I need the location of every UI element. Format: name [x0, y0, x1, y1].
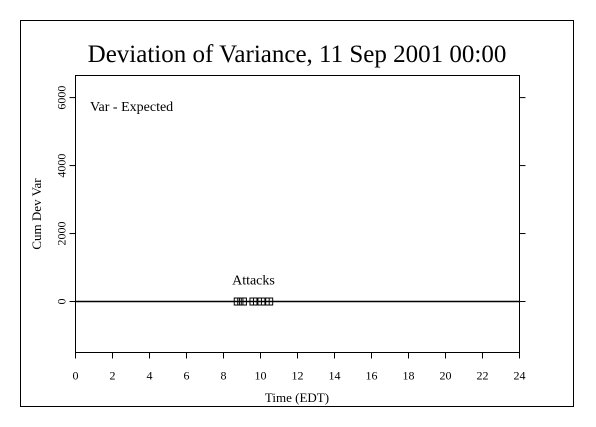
- y-tick-label: 0: [55, 299, 69, 305]
- x-tick-label: 14: [329, 369, 341, 383]
- x-tick-label: 16: [366, 369, 378, 383]
- y-tick-label: 2000: [55, 222, 69, 246]
- x-tick-label: 2: [110, 369, 116, 383]
- x-axis-label: Time (EDT): [265, 390, 329, 405]
- chart-title: Deviation of Variance, 11 Sep 2001 00:00: [88, 41, 507, 68]
- legend-label: Var - Expected: [90, 100, 173, 115]
- x-tick-label: 18: [403, 369, 415, 383]
- y-tick-label: 4000: [55, 154, 69, 178]
- y-tick-label: 6000: [55, 86, 69, 110]
- x-tick-label: 6: [184, 369, 190, 383]
- x-tick-label: 4: [147, 369, 153, 383]
- x-tick-label: 24: [514, 369, 526, 383]
- outer-frame: [20, 20, 574, 407]
- plot-frame: [75, 75, 520, 353]
- x-tick-label: 10: [255, 369, 267, 383]
- x-tick-label: 12: [292, 369, 304, 383]
- x-tick-label: 20: [440, 369, 452, 383]
- x-tick-label: 22: [477, 369, 489, 383]
- y-axis-label: Cum Dev Var: [29, 178, 44, 250]
- x-tick-label: 8: [221, 369, 227, 383]
- annotation-label: Attacks: [232, 274, 275, 289]
- x-tick-label: 0: [73, 369, 79, 383]
